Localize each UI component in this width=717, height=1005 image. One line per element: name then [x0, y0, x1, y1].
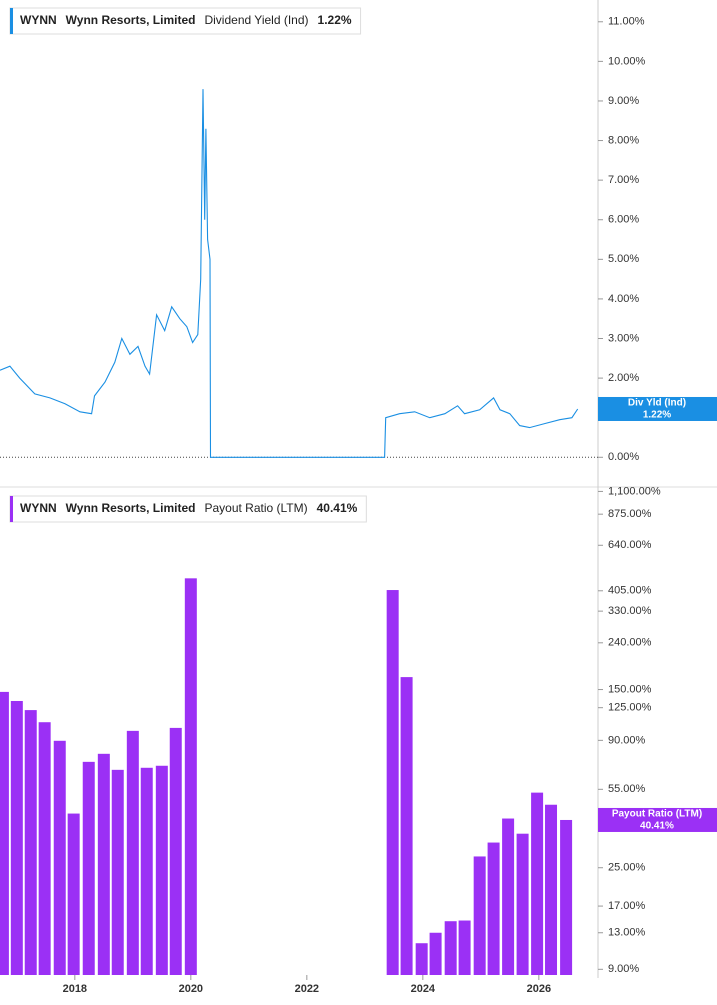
legend-ticker: WYNN — [20, 13, 57, 27]
y-tick-label: 13.00% — [608, 927, 646, 939]
y-tick-label: 5.00% — [608, 253, 639, 265]
y-tick-label: 640.00% — [608, 539, 652, 551]
legend-company: Wynn Resorts, Limited — [66, 501, 196, 515]
y-tick-label: 25.00% — [608, 862, 646, 874]
y-tick-label: 125.00% — [608, 702, 652, 714]
last-value-marker — [598, 396, 717, 421]
marker-name: Div Yld (Ind) — [628, 398, 686, 409]
bar — [516, 833, 529, 975]
legend-value: 40.41% — [317, 501, 358, 515]
bar — [400, 677, 413, 975]
y-tick-label: 1,100.00% — [608, 485, 661, 497]
bar — [67, 813, 80, 975]
y-tick-label: 405.00% — [608, 585, 652, 597]
marker-value: 40.41% — [640, 821, 674, 832]
y-tick-label: 150.00% — [608, 683, 652, 695]
y-tick-label: 9.00% — [608, 95, 639, 107]
x-tick-label: 2018 — [63, 983, 87, 995]
legend-box — [9, 495, 367, 523]
legend-swatch — [10, 8, 13, 34]
x-tick-label: 2022 — [295, 983, 319, 995]
bar — [82, 761, 95, 975]
y-tick-label: 2.00% — [608, 372, 639, 384]
legend-company: Wynn Resorts, Limited — [66, 13, 196, 27]
legend-box — [9, 7, 362, 35]
bar — [38, 722, 51, 975]
x-tick-label: 2020 — [179, 983, 203, 995]
y-tick-label: 875.00% — [608, 508, 652, 520]
y-tick-label: 330.00% — [608, 605, 652, 617]
bar — [386, 590, 399, 975]
bar — [53, 740, 66, 975]
bar — [126, 730, 139, 975]
y-tick-label: 9.00% — [608, 963, 639, 975]
bar — [184, 578, 197, 975]
last-value-marker — [598, 807, 717, 832]
marker-value: 1.22% — [643, 410, 671, 421]
bar — [560, 819, 573, 975]
y-tick-label: 55.00% — [608, 783, 646, 795]
bar — [0, 691, 9, 975]
legend-ticker: WYNN — [20, 501, 57, 515]
bar — [531, 792, 544, 975]
bar — [502, 818, 515, 975]
legend-swatch — [10, 496, 13, 522]
bar — [458, 920, 471, 975]
bar — [444, 921, 457, 975]
legend-series: Dividend Yield (Ind) — [204, 13, 308, 27]
bar — [97, 753, 110, 975]
y-tick-label: 7.00% — [608, 174, 639, 186]
bar — [473, 856, 486, 975]
y-tick-label: 6.00% — [608, 214, 639, 226]
bar — [545, 804, 558, 975]
y-tick-label: 11.00% — [608, 16, 645, 28]
bar — [415, 943, 428, 975]
bar — [140, 767, 153, 975]
y-tick-label: 10.00% — [608, 55, 646, 67]
y-tick-label: 240.00% — [608, 637, 652, 649]
bar — [487, 842, 500, 975]
legend-series: Payout Ratio (LTM) — [204, 501, 307, 515]
bar — [155, 765, 168, 975]
y-tick-label: 17.00% — [608, 900, 646, 912]
y-tick-label: 4.00% — [608, 293, 639, 305]
marker-name: Payout Ratio (LTM) — [612, 809, 702, 820]
bar — [10, 700, 23, 975]
bar — [169, 727, 182, 975]
legend-value: 1.22% — [318, 13, 352, 27]
y-tick-label: 90.00% — [608, 734, 646, 746]
y-tick-label: 0.00% — [608, 451, 639, 463]
y-tick-label: 8.00% — [608, 134, 639, 146]
y-tick-label: 3.00% — [608, 332, 639, 344]
x-tick-label: 2024 — [411, 983, 436, 995]
x-tick-label: 2026 — [527, 983, 551, 995]
bar — [429, 932, 442, 975]
bar — [111, 769, 124, 975]
data-line — [0, 89, 579, 458]
bar — [24, 710, 37, 975]
